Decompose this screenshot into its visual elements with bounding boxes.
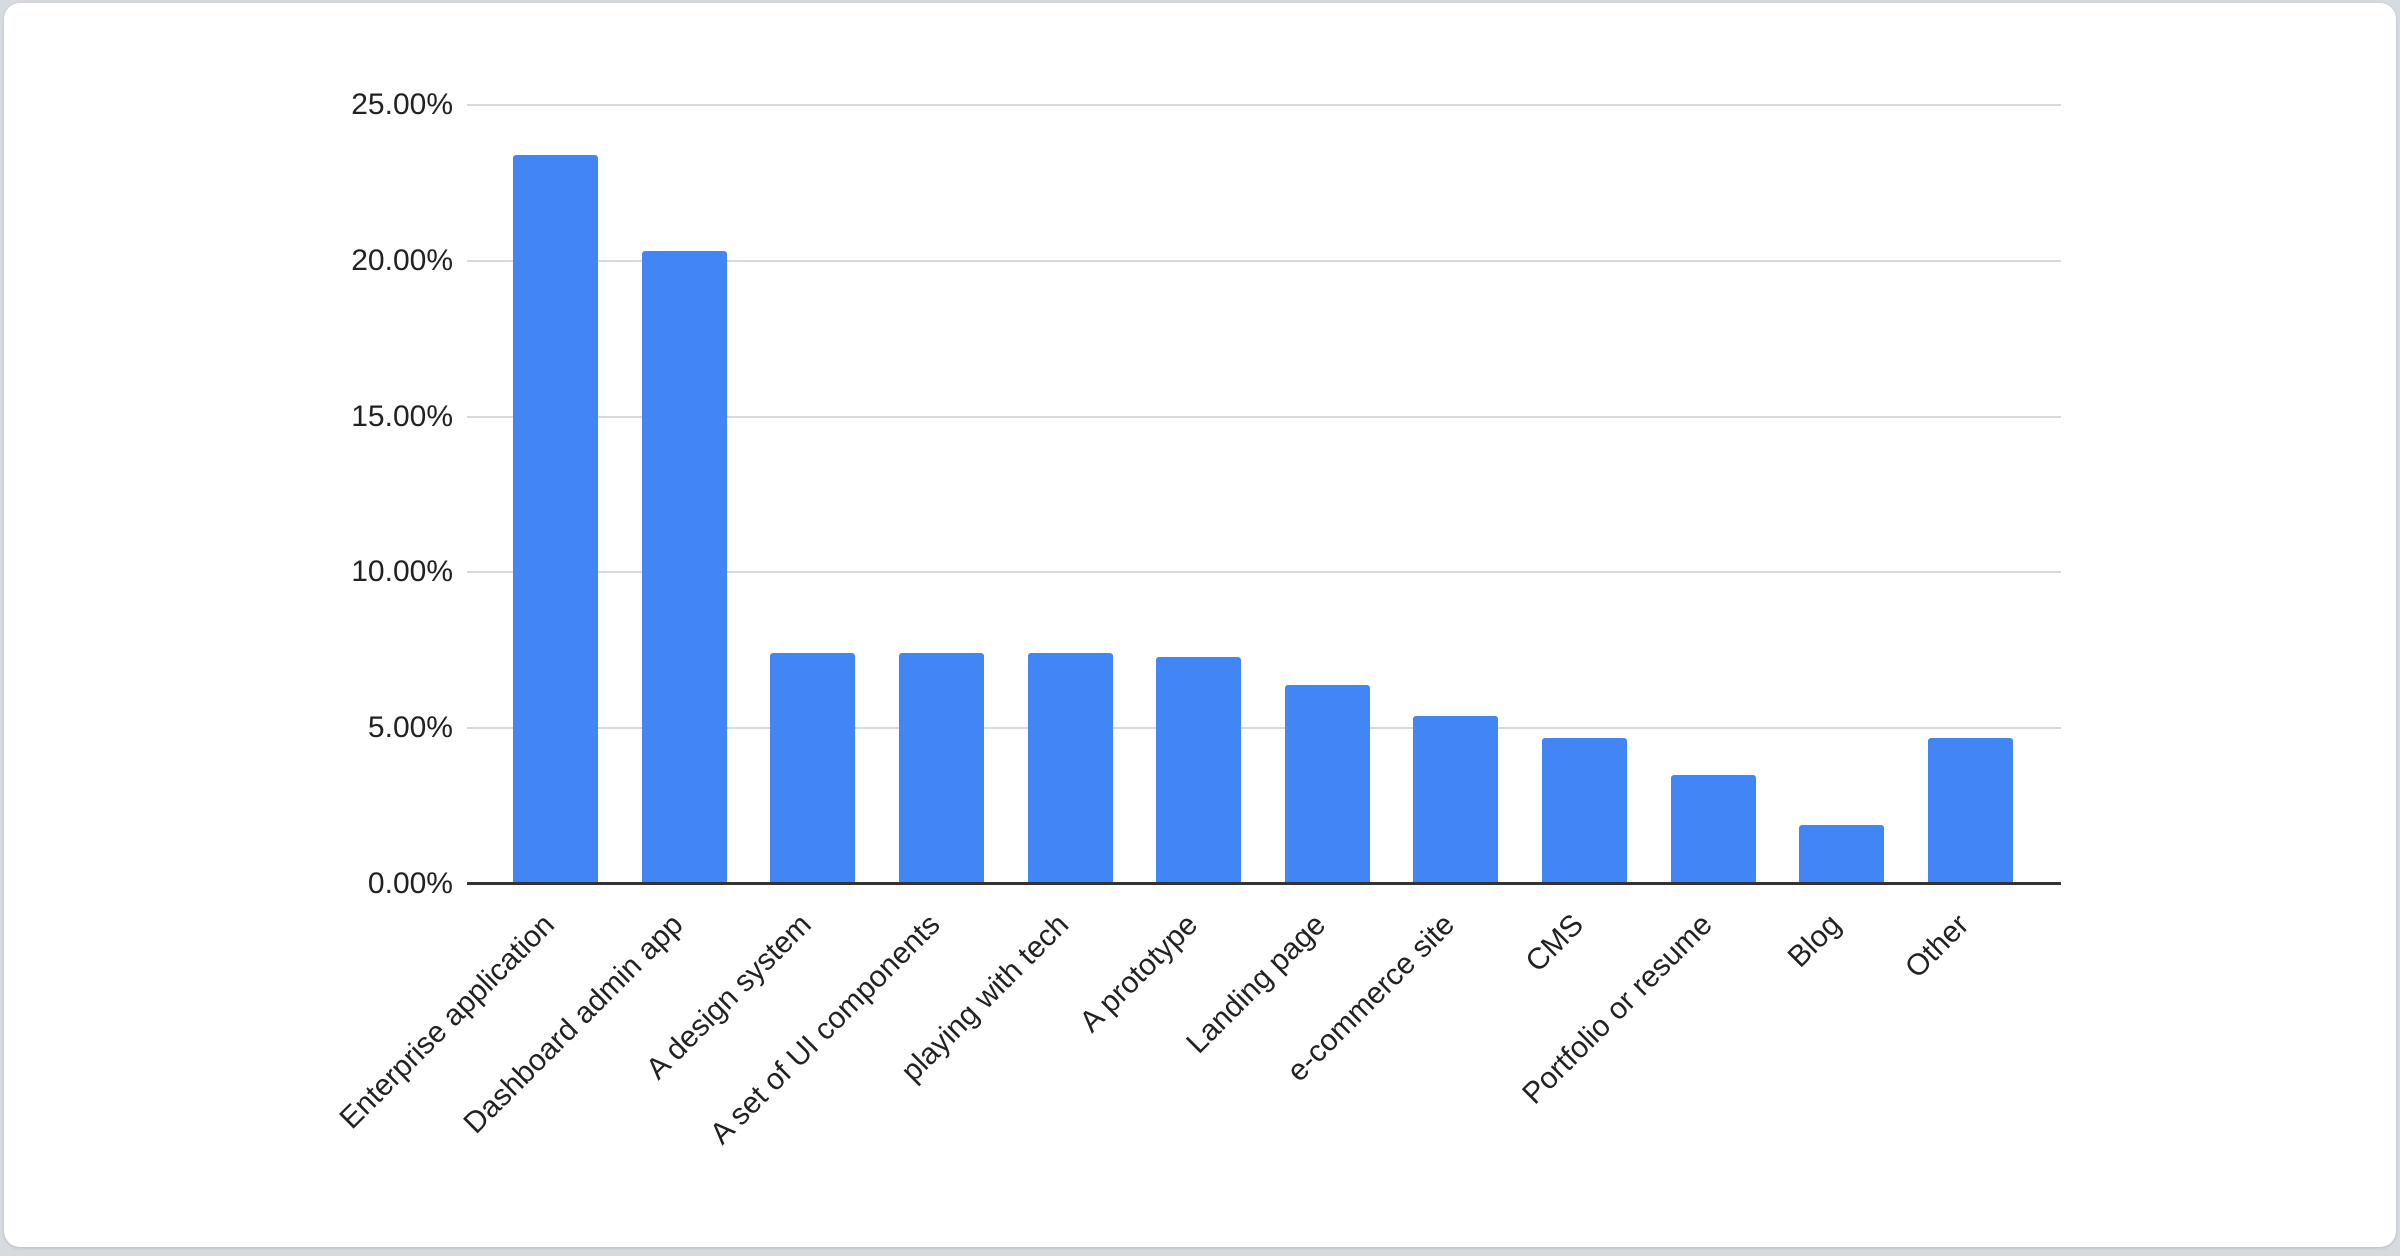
gridline <box>467 104 2061 106</box>
bar <box>641 251 727 884</box>
bar <box>1284 684 1370 884</box>
x-axis-tick-label: A prototype <box>1073 908 1205 1039</box>
bar <box>1670 774 1756 884</box>
x-axis-tick-label: A set of UI components <box>704 908 947 1151</box>
bar <box>513 154 598 884</box>
y-axis-tick-label: 0.00% <box>367 867 453 900</box>
y-axis-tick-label: 25.00% <box>351 88 453 121</box>
gridline <box>467 415 2061 418</box>
bar <box>1799 824 1885 884</box>
y-axis-tick-label: 5.00% <box>367 711 453 745</box>
bar <box>1156 656 1242 884</box>
bar <box>770 653 856 884</box>
y-axis-tick-label: 20.00% <box>351 243 453 277</box>
gridline <box>467 727 2061 730</box>
x-axis-tick-label: Dashboard admin app <box>457 908 690 1141</box>
bar <box>1542 737 1628 884</box>
bar <box>898 653 984 884</box>
y-axis-tick-label: 10.00% <box>351 555 453 589</box>
x-axis-tick-label: Enterprise application <box>333 908 561 1136</box>
x-axis-tick-label: Other <box>1899 908 1976 985</box>
bar <box>1928 737 2013 884</box>
gridline <box>467 259 2061 262</box>
y-axis-tick-label: 15.00% <box>351 399 453 433</box>
chart-card <box>4 3 2396 1247</box>
x-axis-tick-label: Blog <box>1781 908 1848 974</box>
bar <box>1413 715 1499 884</box>
gridline <box>467 571 2061 574</box>
x-axis-line <box>467 882 2061 885</box>
x-axis-tick-label: CMS <box>1519 908 1590 979</box>
bar <box>1027 653 1113 884</box>
